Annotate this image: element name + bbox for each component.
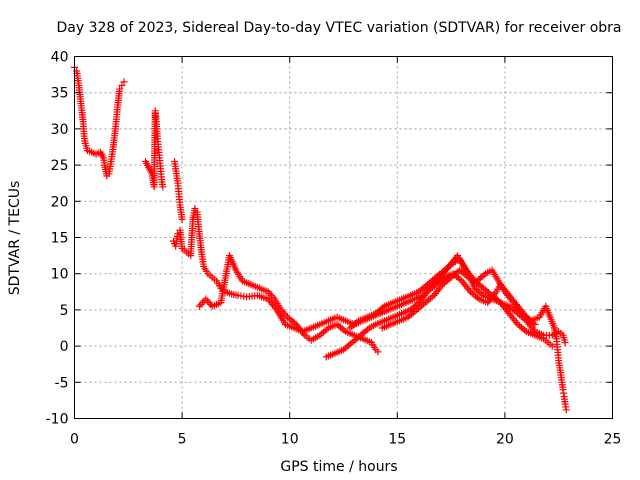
- chart-title: Day 328 of 2023, Sidereal Day-to-day VTE…: [56, 20, 621, 36]
- y-tick-label: 0: [60, 339, 69, 355]
- y-tick-label: 35: [51, 86, 69, 102]
- y-axis-label: SDTVAR / TECUs: [7, 181, 23, 296]
- data-point-marker: [290, 319, 298, 327]
- x-tick-label: 0: [70, 432, 79, 448]
- y-tick-label: 25: [51, 158, 69, 174]
- x-tick-label: 15: [388, 432, 406, 448]
- data-point-marker: [120, 78, 128, 86]
- data-point-marker: [202, 295, 210, 303]
- data-point-marker: [159, 183, 167, 191]
- data-point-marker: [480, 271, 488, 279]
- data-points: [71, 63, 570, 414]
- data-point-marker: [364, 325, 372, 333]
- data-point-marker: [340, 326, 348, 334]
- data-point-marker: [562, 406, 570, 414]
- data-point-marker: [203, 297, 211, 305]
- y-tick-label: -5: [55, 375, 69, 391]
- y-tick-label: 10: [51, 267, 69, 283]
- x-tick-label: 5: [178, 432, 187, 448]
- data-point-marker: [559, 389, 567, 397]
- data-point-marker: [323, 325, 331, 333]
- data-point-marker: [495, 297, 503, 305]
- data-point-marker: [195, 302, 203, 310]
- data-point-marker: [191, 205, 199, 213]
- y-tick-label: 40: [51, 50, 69, 66]
- x-axis-label: GPS time / hours: [280, 459, 397, 475]
- y-tick-label: 20: [51, 194, 69, 210]
- data-point-marker: [548, 342, 556, 350]
- data-point-marker: [521, 326, 529, 334]
- data-point-marker: [353, 318, 361, 326]
- data-point-marker: [374, 348, 382, 356]
- y-tick-label: -10: [46, 412, 69, 428]
- data-point-marker: [428, 293, 436, 301]
- data-point-marker: [197, 300, 205, 308]
- data-point-marker: [199, 299, 207, 307]
- y-tick-label: 5: [60, 303, 69, 319]
- x-tick-label: 25: [604, 432, 622, 448]
- data-point-marker: [118, 81, 126, 89]
- y-tick-label: 15: [51, 231, 69, 247]
- data-point-marker: [473, 294, 481, 302]
- axis-ticks: 0 5 10 15 20 25 -10 -5 0 5 10 15 20 25 30 35 40: [46, 50, 622, 448]
- x-tick-label: 10: [281, 432, 299, 448]
- data-point-marker: [478, 290, 486, 298]
- data-point-marker: [116, 85, 124, 93]
- data-point-marker: [561, 338, 569, 346]
- data-point-marker: [178, 215, 186, 223]
- data-point-marker: [448, 260, 456, 268]
- data-point-marker: [379, 304, 387, 312]
- data-point-marker: [463, 272, 471, 280]
- data-point-marker: [456, 275, 464, 283]
- x-tick-label: 20: [496, 432, 514, 448]
- y-tick-label: 30: [51, 122, 69, 138]
